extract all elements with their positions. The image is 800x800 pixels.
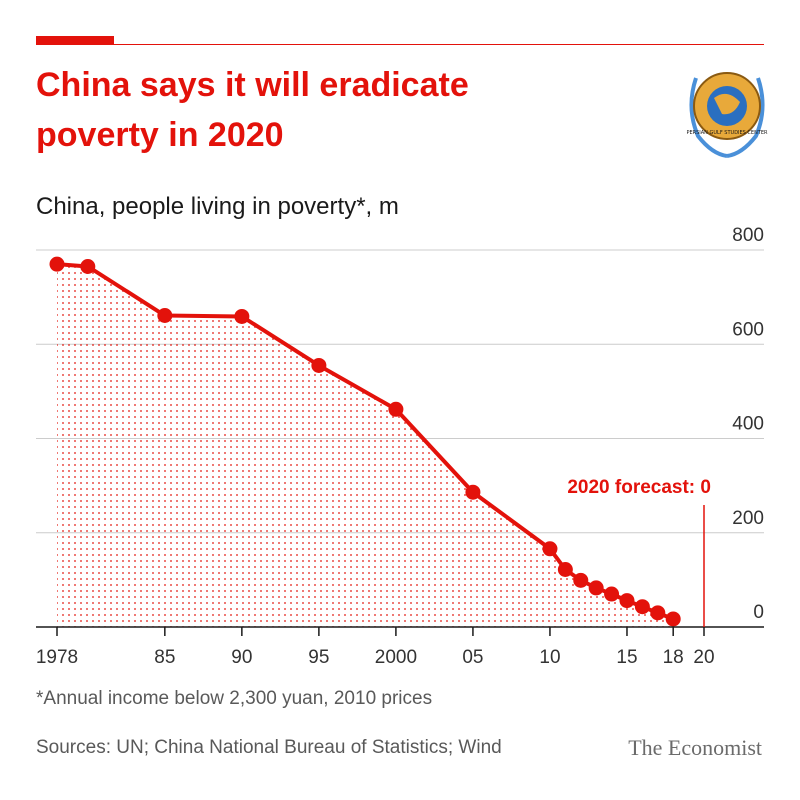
data-point-2018 — [665, 611, 681, 627]
publisher-brand: The Economist — [628, 735, 762, 760]
sources: Sources: UN; China National Bureau of St… — [36, 737, 502, 758]
x-tick-label: 95 — [308, 647, 329, 668]
y-tick-label: 200 — [732, 508, 764, 529]
forecast-annotation: 2020 forecast: 0 — [567, 477, 711, 498]
x-tick-label: 05 — [462, 647, 483, 668]
logo-text: PERSIAN GULF STUDIES CENTER — [686, 130, 768, 136]
y-tick-label: 400 — [732, 414, 764, 435]
chart-subtitle: China, people living in poverty*, m — [36, 193, 399, 220]
y-tick-label: 600 — [732, 319, 764, 340]
footnote: *Annual income below 2,300 yuan, 2010 pr… — [36, 688, 433, 709]
x-tick-label: 2000 — [375, 647, 417, 668]
data-point-2013 — [588, 580, 604, 596]
data-point-2014 — [604, 586, 620, 602]
data-point-1980 — [80, 258, 96, 274]
top-accent-bar — [36, 36, 114, 45]
top-rule — [36, 44, 764, 45]
series-line — [56, 262, 674, 621]
data-point-1990 — [234, 308, 250, 324]
data-point-1985 — [157, 308, 173, 324]
x-tick-label: 1978 — [36, 647, 78, 668]
data-point-2012 — [573, 572, 589, 588]
data-point-1978 — [49, 256, 65, 272]
data-point-2010 — [542, 541, 558, 557]
data-point-1995 — [311, 357, 327, 373]
data-point-2000 — [388, 401, 404, 417]
data-point-2016 — [634, 599, 650, 615]
data-point-2015 — [619, 593, 635, 609]
x-tick-label: 15 — [616, 647, 637, 668]
data-point-2017 — [650, 605, 666, 621]
y-tick-label: 800 — [732, 225, 764, 246]
area-fill — [57, 264, 674, 627]
chart-title: China says it will eradicate poverty in … — [36, 66, 469, 154]
x-tick-label: 18 — [663, 647, 684, 668]
y-tick-label: 0 — [753, 602, 764, 623]
x-tick-label: 85 — [154, 647, 175, 668]
data-point-2005 — [465, 484, 481, 500]
x-tick-label: 90 — [231, 647, 252, 668]
un-emblem-icon: PERSIAN GULF STUDIES CENTER — [686, 72, 768, 158]
x-tick-label: 20 — [693, 647, 714, 668]
x-tick-label: 10 — [539, 647, 560, 668]
data-point-2011 — [557, 562, 573, 578]
